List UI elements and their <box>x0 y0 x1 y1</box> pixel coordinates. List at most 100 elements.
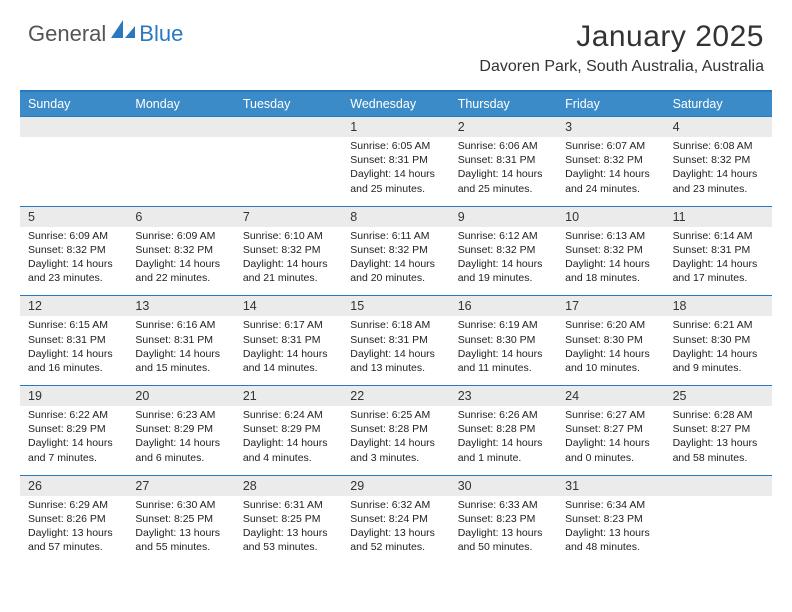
daylight-text: Daylight: 14 hours and 23 minutes. <box>28 257 119 285</box>
sunset-text: Sunset: 8:28 PM <box>350 422 441 436</box>
day-detail-row: Sunrise: 6:22 AMSunset: 8:29 PMDaylight:… <box>20 406 772 475</box>
brand-part1: General <box>28 21 106 47</box>
day-cell: Sunrise: 6:19 AMSunset: 8:30 PMDaylight:… <box>450 316 557 385</box>
day-cell: Sunrise: 6:34 AMSunset: 8:23 PMDaylight:… <box>557 496 664 565</box>
day-cell: Sunrise: 6:33 AMSunset: 8:23 PMDaylight:… <box>450 496 557 565</box>
date-number-row: 1234 <box>20 116 772 137</box>
daylight-text: Daylight: 13 hours and 53 minutes. <box>243 526 334 554</box>
sunrise-text: Sunrise: 6:15 AM <box>28 318 119 332</box>
daylight-text: Daylight: 14 hours and 0 minutes. <box>565 436 656 464</box>
calendar-table: Sunday Monday Tuesday Wednesday Thursday… <box>20 90 772 564</box>
date-number: 2 <box>450 117 557 137</box>
sunset-text: Sunset: 8:31 PM <box>28 333 119 347</box>
sunset-text: Sunset: 8:32 PM <box>673 153 764 167</box>
daylight-text: Daylight: 13 hours and 55 minutes. <box>135 526 226 554</box>
sunset-text: Sunset: 8:30 PM <box>673 333 764 347</box>
date-number: 31 <box>557 476 664 496</box>
sunset-text: Sunset: 8:29 PM <box>28 422 119 436</box>
sunset-text: Sunset: 8:24 PM <box>350 512 441 526</box>
date-number: 15 <box>342 296 449 316</box>
sunset-text: Sunset: 8:31 PM <box>458 153 549 167</box>
sunset-text: Sunset: 8:30 PM <box>458 333 549 347</box>
date-number: 8 <box>342 207 449 227</box>
day-detail-row: Sunrise: 6:15 AMSunset: 8:31 PMDaylight:… <box>20 316 772 385</box>
sunrise-text: Sunrise: 6:17 AM <box>243 318 334 332</box>
daylight-text: Daylight: 13 hours and 58 minutes. <box>673 436 764 464</box>
date-number: 5 <box>20 207 127 227</box>
daylight-text: Daylight: 14 hours and 24 minutes. <box>565 167 656 195</box>
daylight-text: Daylight: 13 hours and 50 minutes. <box>458 526 549 554</box>
weekday-header-row: Sunday Monday Tuesday Wednesday Thursday… <box>20 92 772 116</box>
sunset-text: Sunset: 8:25 PM <box>135 512 226 526</box>
day-cell <box>665 496 772 565</box>
daylight-text: Daylight: 14 hours and 15 minutes. <box>135 347 226 375</box>
sunrise-text: Sunrise: 6:23 AM <box>135 408 226 422</box>
weekday-header: Thursday <box>450 92 557 116</box>
sunset-text: Sunset: 8:27 PM <box>565 422 656 436</box>
sunrise-text: Sunrise: 6:13 AM <box>565 229 656 243</box>
sunrise-text: Sunrise: 6:28 AM <box>673 408 764 422</box>
weekday-header: Tuesday <box>235 92 342 116</box>
date-number: 7 <box>235 207 342 227</box>
date-number: 29 <box>342 476 449 496</box>
date-number <box>20 117 127 137</box>
date-number: 30 <box>450 476 557 496</box>
month-title: January 2025 <box>479 20 764 54</box>
sunrise-text: Sunrise: 6:26 AM <box>458 408 549 422</box>
sunset-text: Sunset: 8:32 PM <box>350 243 441 257</box>
sunrise-text: Sunrise: 6:08 AM <box>673 139 764 153</box>
day-cell: Sunrise: 6:14 AMSunset: 8:31 PMDaylight:… <box>665 227 772 296</box>
day-cell: Sunrise: 6:10 AMSunset: 8:32 PMDaylight:… <box>235 227 342 296</box>
day-detail-row: Sunrise: 6:05 AMSunset: 8:31 PMDaylight:… <box>20 137 772 206</box>
day-detail-row: Sunrise: 6:09 AMSunset: 8:32 PMDaylight:… <box>20 227 772 296</box>
sunrise-text: Sunrise: 6:20 AM <box>565 318 656 332</box>
sunset-text: Sunset: 8:31 PM <box>350 333 441 347</box>
daylight-text: Daylight: 14 hours and 25 minutes. <box>458 167 549 195</box>
sunset-text: Sunset: 8:32 PM <box>458 243 549 257</box>
day-cell: Sunrise: 6:26 AMSunset: 8:28 PMDaylight:… <box>450 406 557 475</box>
date-number: 12 <box>20 296 127 316</box>
day-cell: Sunrise: 6:09 AMSunset: 8:32 PMDaylight:… <box>20 227 127 296</box>
brand-part2: Blue <box>139 21 183 47</box>
sunset-text: Sunset: 8:31 PM <box>350 153 441 167</box>
sunset-text: Sunset: 8:30 PM <box>565 333 656 347</box>
date-number: 9 <box>450 207 557 227</box>
sunset-text: Sunset: 8:32 PM <box>565 153 656 167</box>
day-cell: Sunrise: 6:25 AMSunset: 8:28 PMDaylight:… <box>342 406 449 475</box>
sunset-text: Sunset: 8:23 PM <box>458 512 549 526</box>
date-number: 19 <box>20 386 127 406</box>
date-number: 1 <box>342 117 449 137</box>
day-cell: Sunrise: 6:05 AMSunset: 8:31 PMDaylight:… <box>342 137 449 206</box>
day-cell: Sunrise: 6:07 AMSunset: 8:32 PMDaylight:… <box>557 137 664 206</box>
day-cell <box>127 137 234 206</box>
date-number <box>665 476 772 496</box>
day-cell: Sunrise: 6:20 AMSunset: 8:30 PMDaylight:… <box>557 316 664 385</box>
daylight-text: Daylight: 14 hours and 13 minutes. <box>350 347 441 375</box>
daylight-text: Daylight: 14 hours and 10 minutes. <box>565 347 656 375</box>
day-cell: Sunrise: 6:18 AMSunset: 8:31 PMDaylight:… <box>342 316 449 385</box>
daylight-text: Daylight: 14 hours and 7 minutes. <box>28 436 119 464</box>
sunrise-text: Sunrise: 6:32 AM <box>350 498 441 512</box>
sunset-text: Sunset: 8:26 PM <box>28 512 119 526</box>
sunrise-text: Sunrise: 6:29 AM <box>28 498 119 512</box>
sunrise-text: Sunrise: 6:07 AM <box>565 139 656 153</box>
date-number: 4 <box>665 117 772 137</box>
daylight-text: Daylight: 14 hours and 23 minutes. <box>673 167 764 195</box>
sunset-text: Sunset: 8:27 PM <box>673 422 764 436</box>
date-number <box>127 117 234 137</box>
daylight-text: Daylight: 14 hours and 16 minutes. <box>28 347 119 375</box>
sunrise-text: Sunrise: 6:30 AM <box>135 498 226 512</box>
date-number: 28 <box>235 476 342 496</box>
daylight-text: Daylight: 14 hours and 6 minutes. <box>135 436 226 464</box>
day-cell: Sunrise: 6:28 AMSunset: 8:27 PMDaylight:… <box>665 406 772 475</box>
sunset-text: Sunset: 8:32 PM <box>28 243 119 257</box>
sunrise-text: Sunrise: 6:09 AM <box>28 229 119 243</box>
date-number: 17 <box>557 296 664 316</box>
brand-logo: General Blue <box>28 20 183 47</box>
sunrise-text: Sunrise: 6:31 AM <box>243 498 334 512</box>
date-number: 26 <box>20 476 127 496</box>
sail-icon <box>111 20 137 47</box>
date-number: 22 <box>342 386 449 406</box>
sunrise-text: Sunrise: 6:06 AM <box>458 139 549 153</box>
sunset-text: Sunset: 8:29 PM <box>243 422 334 436</box>
